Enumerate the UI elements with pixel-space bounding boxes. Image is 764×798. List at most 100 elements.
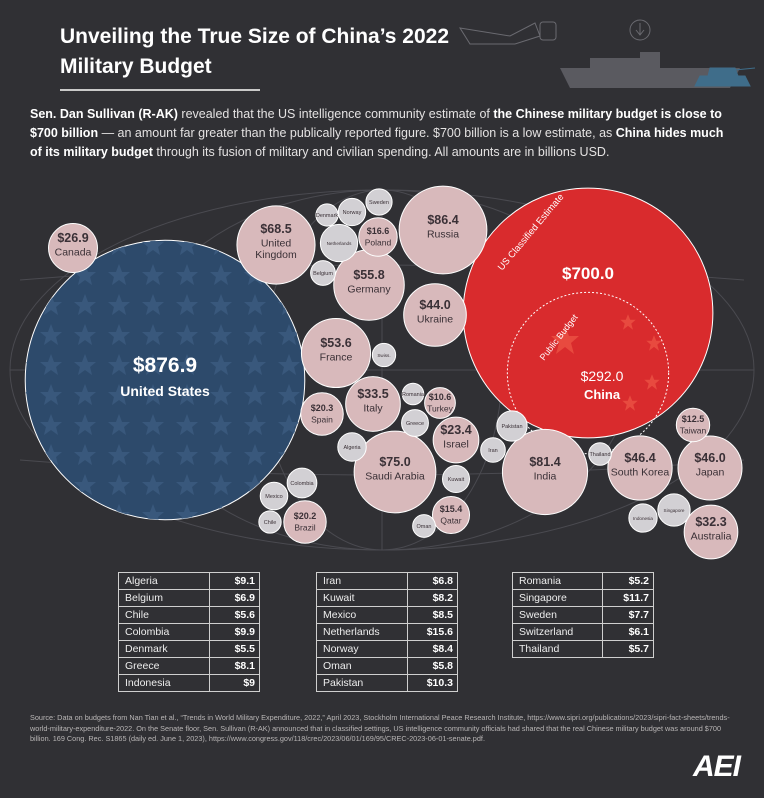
denmark-label: Denmark (316, 213, 339, 219)
romania-label: Romania (402, 392, 425, 398)
country-name: Greece (118, 657, 210, 675)
bubble-kuwait (441, 464, 471, 494)
budget-value: $9.9 (209, 623, 261, 641)
france-label: France (320, 352, 353, 364)
bubble-thailand (588, 442, 612, 466)
budget-value: $6.1 (602, 623, 654, 641)
australia-label: Australia (691, 531, 732, 543)
bubble-south-korea (607, 435, 673, 501)
table-row: Switzerland $6.1 (511, 623, 654, 641)
china-label: China (584, 387, 621, 402)
taiwan-value: $12.5 (682, 414, 705, 424)
turkey-label: Turkey (427, 404, 453, 414)
spain-value: $20.3 (311, 403, 334, 413)
budget-value: $8.1 (209, 657, 261, 675)
country-name: Norway (316, 640, 408, 658)
ukraine-value: $44.0 (419, 298, 450, 312)
country-name: Netherlands (316, 623, 408, 641)
china-flag-star-icon (551, 326, 579, 354)
mexico-label: Mexico (265, 494, 282, 500)
bubble-greece (401, 409, 429, 437)
oman-label: Oman (417, 524, 432, 530)
bubble-ukraine (403, 283, 467, 347)
table-row: Pakistan $10.3 (316, 674, 459, 692)
table-row: Norway $8.4 (316, 640, 459, 658)
qatar-value: $15.4 (440, 504, 463, 514)
united-states-value: $876.9 (133, 354, 197, 377)
russia-label: Russia (427, 229, 459, 241)
bubble-spain (300, 392, 344, 436)
switzerland-label: Swiss. (377, 353, 390, 358)
poland-label: Poland (365, 238, 392, 248)
table-row: Oman $5.8 (316, 657, 459, 675)
small-budgets-table-col-2: Iran $6.8 Kuwait $8.2 Mexico $8.5 Netherlands $… (316, 572, 459, 692)
bubble-india (501, 428, 589, 516)
bubble-taiwan (675, 407, 711, 443)
aei-logo: AEI (692, 750, 741, 783)
country-name: Chile (118, 606, 210, 624)
iran-label: Iran (488, 448, 497, 454)
bubble-indonesia (628, 503, 658, 533)
brazil-label: Brazil (294, 523, 315, 533)
united-kingdom-label: Kingdom (255, 249, 297, 261)
us-stars-pattern (25, 240, 305, 520)
bubble-turkey (424, 387, 456, 419)
russia-value: $86.4 (427, 213, 458, 227)
pakistan-label: Pakistan (501, 424, 522, 430)
table-row: Singapore $11.7 (511, 589, 654, 607)
country-name: Oman (316, 657, 408, 675)
italy-value: $33.5 (357, 387, 388, 401)
italy-label: Italy (363, 403, 383, 415)
bubble-iran (480, 437, 506, 463)
poland-value: $16.6 (367, 226, 390, 236)
table-row: Algeria $9.1 (118, 572, 261, 590)
chile-label: Chile (264, 520, 277, 526)
bubble-switzerland (371, 342, 397, 368)
budget-value: $11.7 (602, 589, 654, 607)
table-row: Denmark $5.5 (118, 640, 261, 658)
budget-value: $8.4 (407, 640, 459, 658)
budget-value: $15.6 (407, 623, 459, 641)
belgium-label: Belgium (313, 271, 333, 277)
table-row: Thailand $5.7 (511, 640, 654, 658)
source-note: Source: Data on budgets from Nan Tian et… (30, 713, 730, 743)
table-row: Kuwait $8.2 (316, 589, 459, 607)
warship-icon (560, 52, 740, 88)
israel-label: Israel (443, 439, 469, 451)
china-flag-star-icon (646, 335, 662, 351)
germany-label: Germany (347, 284, 391, 296)
germany-value: $55.8 (353, 268, 384, 282)
taiwan-label: Taiwan (680, 426, 707, 436)
india-value: $81.4 (529, 455, 560, 469)
budget-value: $10.3 (407, 674, 459, 692)
country-name: Kuwait (316, 589, 408, 607)
budget-value: $8.5 (407, 606, 459, 624)
military-silhouettes-decoration (458, 19, 756, 88)
china-classified-value: $700.0 (562, 264, 614, 283)
sweden-label: Sweden (369, 200, 389, 206)
table-row: Sweden $7.7 (511, 606, 654, 624)
country-name: Sweden (511, 606, 604, 624)
japan-label: Japan (696, 467, 725, 479)
bubble-qatar (431, 495, 471, 535)
budget-value: $6.8 (407, 572, 459, 590)
country-name: Romania (511, 572, 604, 590)
budget-value: $5.6 (209, 606, 261, 624)
table-row: Romania $5.2 (511, 572, 654, 590)
country-name: Belgium (118, 589, 210, 607)
country-name: Thailand (511, 640, 604, 658)
table-row: Netherlands $15.6 (316, 623, 459, 641)
bubble-poland (358, 217, 398, 257)
table-row: Greece $8.1 (118, 657, 261, 675)
country-name: Algeria (118, 572, 210, 590)
bubble-belgium (310, 260, 336, 286)
budget-value: $9 (209, 674, 261, 692)
page-title: Unveiling the True Size of China’s 2022 … (60, 25, 449, 78)
bubble-japan (677, 435, 743, 501)
bubble-netherlands (319, 223, 359, 263)
spain-label: Spain (311, 415, 333, 425)
country-name: Indonesia (118, 674, 210, 692)
algeria-label: Algeria (343, 445, 361, 451)
indonesia-label: Indonesia (633, 516, 653, 521)
